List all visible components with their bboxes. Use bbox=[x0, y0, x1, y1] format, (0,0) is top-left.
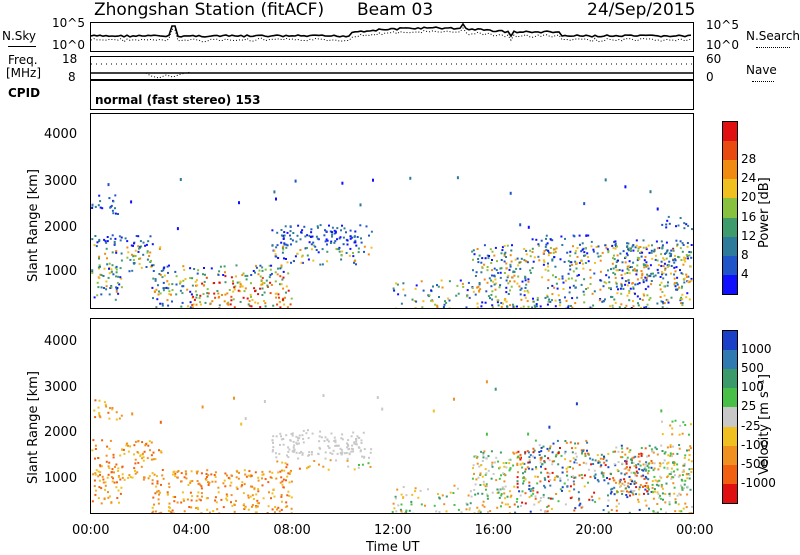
velocity-colorbar-segment bbox=[723, 465, 737, 484]
noise-trace bbox=[91, 23, 693, 51]
power-colorbar-segment bbox=[723, 122, 737, 141]
power-ylabel: Slant Range [km] bbox=[26, 169, 41, 282]
power-heatmap bbox=[91, 114, 693, 308]
velocity-colorbar-segment bbox=[723, 446, 737, 465]
velocity-colorbar bbox=[722, 330, 738, 504]
velocity-panel bbox=[90, 318, 694, 514]
velocity-colorbar-tick: 500 bbox=[741, 361, 764, 375]
velocity-colorbar-segment bbox=[723, 331, 737, 350]
x-tick-label: 04:00 bbox=[173, 523, 210, 538]
noise-right-tick-bottom: 10^0 bbox=[706, 38, 739, 52]
freq-label-line1: Freq. bbox=[8, 53, 38, 67]
x-tick-label: 16:00 bbox=[475, 523, 512, 538]
power-colorbar-tick: 28 bbox=[741, 152, 756, 166]
velocity-colorbar-tick: 100 bbox=[741, 380, 764, 394]
velocity-ylabel: Slant Range [km] bbox=[26, 371, 41, 484]
nave-legend-line bbox=[752, 81, 774, 82]
power-colorbar-segment bbox=[723, 275, 737, 294]
power-colorbar-segment bbox=[723, 160, 737, 179]
velocity-ytick-1000: 1000 bbox=[44, 471, 77, 486]
power-colorbar-tick: 20 bbox=[741, 190, 756, 204]
velocity-colorbar-tick: 1000 bbox=[741, 342, 772, 356]
noise-search-legend-line bbox=[756, 47, 790, 48]
power-colorbar-tick: 24 bbox=[741, 171, 756, 185]
x-axis-label: Time UT bbox=[366, 540, 419, 555]
power-colorbar bbox=[722, 121, 738, 295]
freq-right-tick-bottom: 0 bbox=[706, 70, 714, 84]
noise-sky-legend-line bbox=[8, 46, 36, 47]
velocity-ytick-3000: 3000 bbox=[44, 380, 77, 395]
freq-trace bbox=[91, 57, 693, 79]
velocity-colorbar-tick: -25 bbox=[741, 419, 761, 433]
power-ytick-3000: 3000 bbox=[44, 174, 77, 189]
velocity-colorbar-segment bbox=[723, 388, 737, 407]
cpid-text: normal (fast stereo) 153 bbox=[95, 93, 261, 107]
velocity-colorbar-tick: 25 bbox=[741, 399, 756, 413]
cpid-panel: normal (fast stereo) 153 bbox=[90, 80, 694, 110]
cpid-label: CPID bbox=[8, 86, 40, 100]
noise-left-tick-bottom: 10^0 bbox=[52, 38, 85, 52]
power-colorbar-segment bbox=[723, 256, 737, 275]
x-tick-label: 12:00 bbox=[374, 523, 411, 538]
noise-sky-label: N.Sky bbox=[2, 29, 36, 43]
freq-left-tick-bottom: 8 bbox=[68, 70, 76, 84]
power-colorbar-segment bbox=[723, 237, 737, 256]
velocity-colorbar-segment bbox=[723, 484, 737, 503]
freq-right-tick-top: 60 bbox=[706, 52, 721, 66]
power-colorbar-tick: 8 bbox=[741, 248, 749, 262]
power-ytick-2000: 2000 bbox=[44, 220, 77, 235]
noise-right-tick-top: 10^5 bbox=[706, 18, 739, 32]
freq-label-line2: [MHz] bbox=[6, 66, 41, 80]
x-tick-label: 00:00 bbox=[676, 523, 713, 538]
freq-panel bbox=[90, 56, 694, 80]
velocity-colorbar-tick: -1000 bbox=[741, 476, 776, 490]
velocity-ytick-4000: 4000 bbox=[44, 334, 77, 349]
beam-label: Beam 03 bbox=[357, 0, 433, 20]
freq-left-tick-top: 18 bbox=[62, 52, 77, 66]
power-panel bbox=[90, 113, 694, 309]
velocity-ytick-2000: 2000 bbox=[44, 425, 77, 440]
x-tick-label: 08:00 bbox=[273, 523, 310, 538]
power-colorbar-label: Power [dB] bbox=[757, 177, 772, 248]
x-tick-label: 00:00 bbox=[72, 523, 109, 538]
power-ytick-4000: 4000 bbox=[44, 127, 77, 142]
power-colorbar-segment bbox=[723, 198, 737, 217]
nave-label: Nave bbox=[746, 63, 777, 77]
velocity-colorbar-segment bbox=[723, 427, 737, 446]
date-label: 24/Sep/2015 bbox=[587, 0, 695, 20]
velocity-colorbar-segment bbox=[723, 369, 737, 388]
velocity-colorbar-tick: -500 bbox=[741, 457, 768, 471]
velocity-colorbar-tick: -100 bbox=[741, 438, 768, 452]
station-title: Zhongshan Station (fitACF) bbox=[94, 0, 324, 20]
noise-search-label: N.Search bbox=[746, 29, 800, 43]
velocity-colorbar-segment bbox=[723, 350, 737, 369]
power-colorbar-tick: 4 bbox=[741, 267, 749, 281]
power-colorbar-segment bbox=[723, 141, 737, 160]
noise-left-tick-top: 10^5 bbox=[52, 16, 85, 30]
velocity-colorbar-segment bbox=[723, 407, 737, 426]
power-colorbar-segment bbox=[723, 179, 737, 198]
x-tick-label: 20:00 bbox=[575, 523, 612, 538]
power-ytick-1000: 1000 bbox=[44, 264, 77, 279]
power-colorbar-tick: 12 bbox=[741, 229, 756, 243]
velocity-heatmap bbox=[91, 319, 693, 513]
noise-panel bbox=[90, 22, 694, 52]
power-colorbar-segment bbox=[723, 218, 737, 237]
power-colorbar-tick: 16 bbox=[741, 210, 756, 224]
